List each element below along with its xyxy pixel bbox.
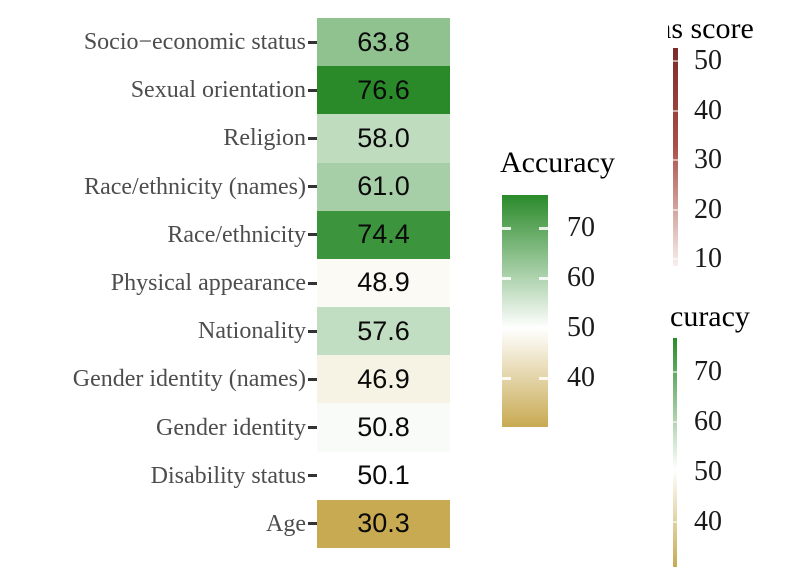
bias-score-legend-title-clipped: as score: [668, 12, 790, 48]
category-label: Disability status: [150, 462, 306, 489]
axis-tick: [308, 426, 317, 430]
legend-tick-mark: [539, 376, 548, 380]
heatmap-cell: 30.3: [317, 499, 450, 548]
category-label: Gender identity (names): [72, 366, 306, 393]
category-label: Gender identity: [156, 414, 306, 441]
bias-legend-tick-label: 30: [694, 144, 722, 175]
category-label: Physical appearance: [110, 270, 306, 296]
legend-tick-mark: [502, 376, 511, 380]
bias-legend-tick-label: 40: [694, 94, 722, 126]
legend-tick-mark: [502, 276, 511, 280]
bias-legend-tick-label: 50: [694, 45, 722, 76]
axis-tick: [308, 233, 317, 237]
bias-legend-tick-mark: [673, 60, 678, 62]
legend-tick-mark: [502, 226, 511, 230]
legend-tick-mark: [539, 276, 548, 280]
cell-value: 61.0: [357, 171, 410, 202]
heatmap-cell: 61.0: [317, 162, 450, 211]
axis-tick: [308, 474, 317, 478]
accuracy-partial-tick-mark: [673, 371, 677, 373]
legend-tick-label: 50: [567, 312, 595, 344]
category-label: Religion: [223, 125, 306, 152]
heatmap-cell: 50.8: [317, 403, 450, 452]
axis-tick: [308, 185, 317, 189]
bias-legend-tick-label: 10: [694, 243, 722, 274]
cell-value: 30.3: [357, 508, 410, 539]
category-label: Socio−economic status: [83, 29, 306, 56]
axis-tick: [308, 281, 317, 285]
accuracy-legend-title: Accuracy: [500, 146, 615, 179]
category-label: Race/ethnicity: [167, 221, 306, 248]
bias-legend-tick-mark: [673, 258, 678, 260]
heatmap-cell: 57.6: [317, 307, 450, 356]
axis-tick: [308, 377, 317, 381]
axis-tick: [308, 522, 317, 526]
category-label: Race/ethnicity (names): [84, 173, 306, 200]
bias-legend-tick-mark: [673, 159, 678, 161]
heatmap-cell: 48.9: [317, 258, 450, 308]
legend-tick-mark: [539, 226, 548, 230]
accuracy-partial-tick-label: 40: [694, 506, 722, 537]
cell-value: 58.0: [357, 122, 410, 153]
cell-value: 76.6: [357, 74, 410, 105]
bias-score-colorbar-sliver: [673, 48, 678, 266]
legend-tick-label: 40: [567, 362, 595, 394]
heatmap-cell: 46.9: [317, 355, 450, 404]
cell-value: 50.1: [357, 460, 410, 491]
accuracy-colorbar-sliver: [673, 338, 677, 567]
cell-value: 57.6: [357, 315, 410, 346]
bias-score-legend-title-text: as score: [668, 12, 754, 45]
axis-tick: [308, 136, 317, 140]
cell-value: 74.4: [357, 219, 410, 250]
cell-value: 46.9: [357, 363, 410, 394]
accuracy-partial-tick-label: 50: [694, 456, 722, 487]
heatmap-cell: 58.0: [317, 114, 450, 163]
legend-tick-mark: [539, 326, 548, 330]
legend-tick-label: 70: [567, 212, 595, 244]
axis-tick: [308, 40, 317, 44]
category-label: Age: [266, 510, 306, 537]
heatmap-cell: 63.8: [317, 18, 450, 67]
accuracy-colorbar: [502, 195, 548, 427]
category-label: Nationality: [198, 318, 306, 345]
category-label: Sexual orientation: [130, 77, 306, 104]
accuracy-partial-tick-mark: [673, 521, 677, 523]
cell-value: 63.8: [357, 26, 410, 57]
cell-value: 48.9: [357, 267, 410, 298]
legend-tick-mark: [502, 326, 511, 330]
bias-legend-tick-label: 20: [694, 193, 722, 225]
accuracy-partial-legend-title: curacy: [670, 300, 750, 333]
axis-tick: [308, 88, 317, 92]
bias-legend-tick-mark: [673, 208, 678, 211]
heatmap-cell: 74.4: [317, 210, 450, 259]
accuracy-partial-tick-mark: [673, 421, 677, 423]
accuracy-partial-tick-label: 60: [694, 406, 722, 437]
heatmap-cell: 50.1: [317, 451, 450, 500]
accuracy-partial-tick-mark: [673, 471, 677, 473]
accuracy-partial-tick-label: 70: [694, 356, 722, 387]
axis-tick: [308, 329, 317, 333]
cell-value: 50.8: [357, 412, 410, 443]
bias-legend-tick-mark: [673, 109, 678, 112]
legend-tick-label: 60: [567, 262, 595, 294]
heatmap-cell: 76.6: [317, 66, 450, 115]
